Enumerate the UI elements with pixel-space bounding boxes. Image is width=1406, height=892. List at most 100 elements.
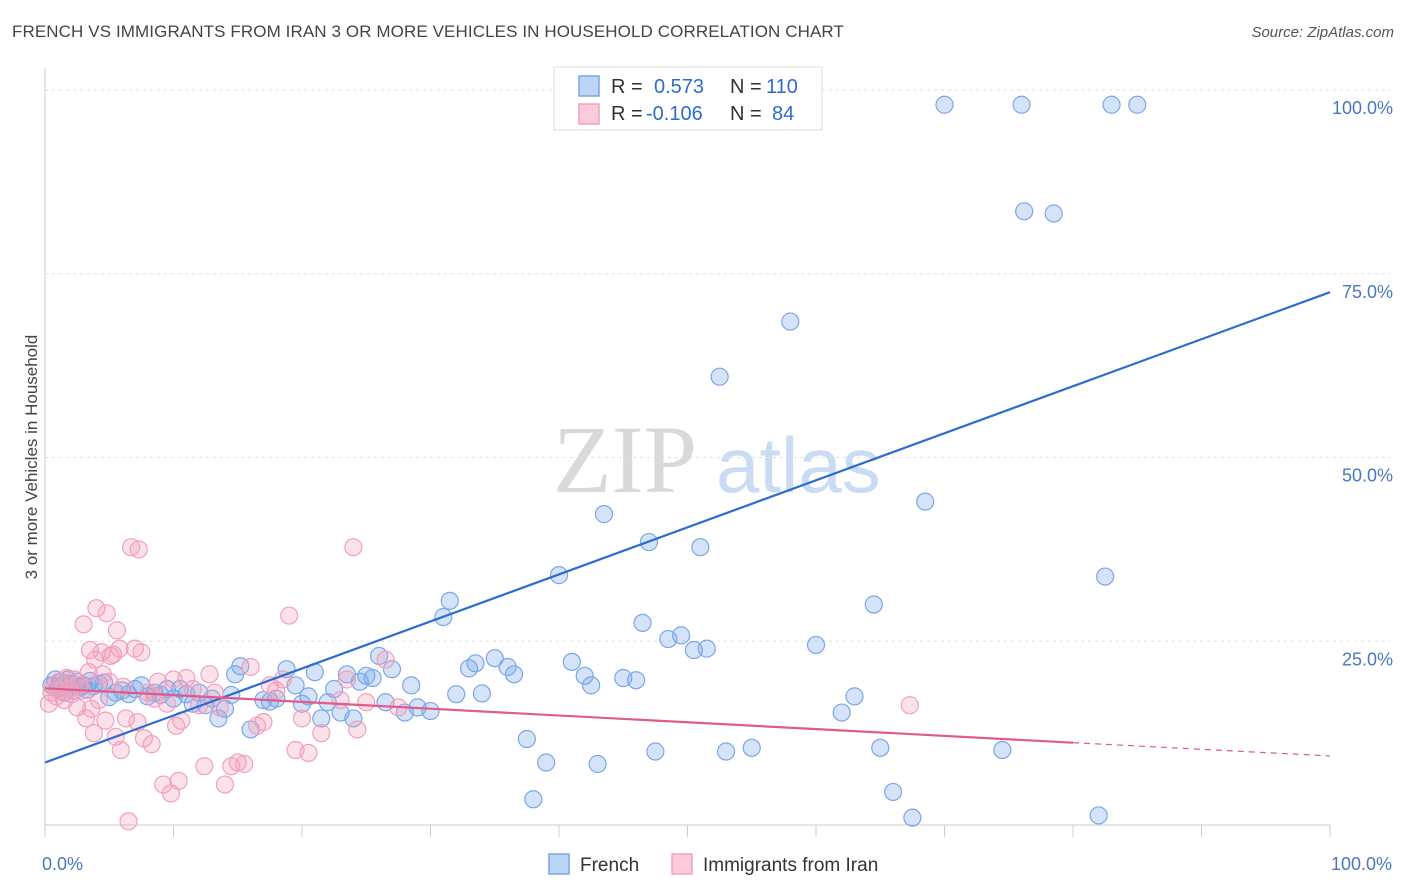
iran-point <box>148 672 168 691</box>
iran-point <box>86 650 105 669</box>
iran-point <box>129 540 148 559</box>
french-point <box>710 367 729 386</box>
iran-point <box>900 696 919 715</box>
french-point <box>485 649 504 668</box>
iran-point <box>312 724 331 743</box>
french-point <box>363 668 382 688</box>
bottom-legend-french: French <box>580 855 639 876</box>
iran-point <box>142 735 161 754</box>
y-tick-label-75: 75.0% <box>1342 282 1393 302</box>
iran-point <box>97 604 116 623</box>
legend-n-value-french: 110 <box>766 76 798 98</box>
iran-point <box>195 757 214 776</box>
gridlines <box>45 89 1390 642</box>
iran-point <box>92 643 111 662</box>
iran-point <box>132 643 151 662</box>
y-tick-label-100: 100.0% <box>1332 98 1393 118</box>
bottom-legend-swatch-iran <box>671 853 693 875</box>
iran-point <box>177 668 196 688</box>
french-point <box>871 738 890 757</box>
iran-point <box>100 672 119 691</box>
iran-point <box>215 775 234 794</box>
watermark-zip: ZIP <box>553 406 697 513</box>
iran-point <box>331 690 350 710</box>
french-point <box>594 505 614 524</box>
french-point <box>231 657 250 676</box>
french-point <box>575 666 594 685</box>
iran-point <box>74 615 93 634</box>
french-point <box>1128 95 1147 114</box>
bottom-legend-swatch-french <box>548 853 570 875</box>
iran-point <box>111 740 130 760</box>
iran-point <box>77 709 96 728</box>
french-point <box>697 639 716 658</box>
french-point <box>498 657 517 677</box>
french-point <box>588 754 607 774</box>
iran-points <box>39 538 919 831</box>
iran-point <box>157 694 177 713</box>
iran-point <box>235 754 254 774</box>
legend-swatch-iran <box>578 103 600 125</box>
french-point <box>466 654 485 673</box>
french-point <box>845 687 864 706</box>
chart-title: FRENCH VS IMMIGRANTS FROM IRAN 3 OR MORE… <box>12 22 844 41</box>
iran-point <box>89 690 109 710</box>
iran-point <box>299 743 318 763</box>
x-tick-label-max: 100.0% <box>1331 854 1392 874</box>
legend-n-label-french: N = <box>730 76 762 98</box>
french-point <box>832 703 851 722</box>
french-point <box>344 709 363 728</box>
legend-r-value-iran: -0.106 <box>646 103 703 125</box>
iran-point <box>280 606 299 625</box>
french-point <box>742 738 761 757</box>
legend-r-label-french: R = <box>611 76 643 98</box>
bottom-legend-iran: Immigrants from Iran <box>703 855 878 876</box>
french-point <box>916 492 935 511</box>
series-legend: French Immigrants from Iran <box>548 853 878 876</box>
french-point <box>1044 204 1063 223</box>
iran-trend-line-extension <box>1072 742 1331 757</box>
french-point <box>633 613 652 632</box>
french-point <box>993 740 1012 760</box>
french-point <box>691 538 710 557</box>
source-label: Source: ZipAtlas.com <box>1251 24 1394 41</box>
french-point <box>447 685 466 704</box>
french-point <box>806 635 826 655</box>
french-point <box>935 95 954 114</box>
legend-r-value-french: 0.573 <box>654 76 704 98</box>
french-point <box>299 687 318 706</box>
french-point <box>1012 95 1031 114</box>
watermark-atlas: atlas <box>716 421 881 509</box>
french-point <box>292 694 312 713</box>
french-point <box>504 665 524 684</box>
french-point <box>402 676 421 695</box>
x-tick-label-min: 0.0% <box>42 854 83 874</box>
french-point <box>421 701 440 721</box>
french-trend-line <box>44 291 1331 764</box>
y-tick-labels: 25.0% 50.0% 75.0% 100.0% <box>1332 98 1393 669</box>
iran-point <box>228 753 247 772</box>
french-point <box>517 729 536 749</box>
iran-point <box>96 711 115 730</box>
correlation-legend: R = 0.573 N = 110 R = -0.106 N = 84 <box>553 66 823 131</box>
iran-point <box>183 679 202 699</box>
iran-point <box>80 640 100 660</box>
french-point <box>626 671 646 690</box>
iran-point <box>110 639 129 658</box>
y-tick-label-25: 25.0% <box>1342 649 1393 669</box>
iran-point <box>169 771 188 791</box>
iran-point <box>200 665 219 684</box>
iran-trend-line <box>44 687 1074 744</box>
french-point <box>646 742 665 761</box>
iran-point <box>93 665 112 684</box>
french-point <box>903 808 922 827</box>
french-point <box>562 652 581 671</box>
iran-point <box>107 621 127 640</box>
iran-point <box>292 709 312 728</box>
french-point <box>537 753 556 772</box>
french-point <box>1096 567 1115 586</box>
iran-point <box>344 538 363 557</box>
french-point <box>325 679 344 699</box>
french-point <box>1089 806 1108 825</box>
